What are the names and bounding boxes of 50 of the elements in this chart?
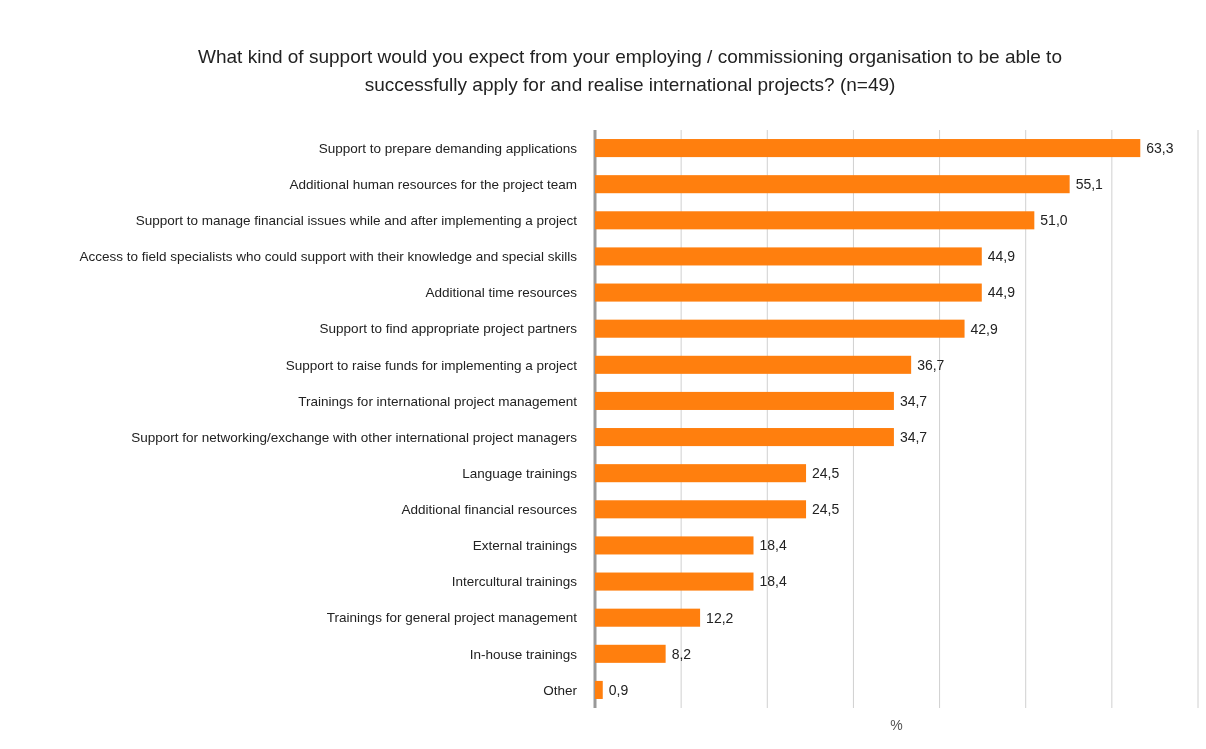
y-tick-label: In-house trainings xyxy=(469,646,578,662)
bar xyxy=(595,644,666,663)
bar xyxy=(595,428,894,447)
data-label: 44,9 xyxy=(987,248,1016,265)
data-label: 12,2 xyxy=(706,609,734,626)
y-tick-label: Access to field specialists who could support with their knowledge and special skills xyxy=(79,249,578,265)
bar xyxy=(595,608,701,627)
y-tick-label: Trainings for general project management xyxy=(326,610,578,626)
bar xyxy=(595,175,1070,194)
data-label: 8,2 xyxy=(671,645,692,662)
bar xyxy=(595,680,603,699)
y-tick-label: Support for networking/exchange with other international project managers xyxy=(131,429,578,445)
data-label: 44,9 xyxy=(987,284,1016,301)
bar xyxy=(595,283,982,302)
data-label: 34,7 xyxy=(899,392,928,409)
bar xyxy=(595,319,965,338)
data-label: 34,7 xyxy=(899,428,928,445)
data-label: 42,9 xyxy=(970,320,999,337)
y-tick-label: External trainings xyxy=(472,538,578,554)
bar xyxy=(595,247,982,266)
data-label: 18,4 xyxy=(759,537,787,554)
bar xyxy=(595,391,894,410)
y-tick-label: Support to find appropriate project partners xyxy=(319,321,578,337)
bar xyxy=(595,211,1035,230)
y-tick-label: Other xyxy=(543,682,578,698)
bar xyxy=(595,500,807,519)
bar xyxy=(595,464,807,483)
y-tick-label: Intercultural trainings xyxy=(451,574,578,590)
y-tick-label: Trainings for international project management xyxy=(298,393,578,409)
data-label: 24,5 xyxy=(812,465,840,482)
data-label: 36,7 xyxy=(917,356,945,373)
data-label: 63,3 xyxy=(1146,139,1174,156)
bar xyxy=(595,536,754,555)
data-label: 55,1 xyxy=(1075,176,1104,193)
data-label: 51,0 xyxy=(1040,212,1068,229)
chart-title: What kind of support would you expect from your employing / commissioning organisation to be able to successfully apply for and realise international projects? (n=49) xyxy=(198,46,1062,95)
y-tick-label: Additional financial resources xyxy=(401,502,578,518)
x-axis-title: % xyxy=(890,717,903,733)
y-tick-label: Additional time resources xyxy=(425,285,578,301)
bar xyxy=(595,355,912,374)
y-tick-label: Support to raise funds for implementing a project xyxy=(285,357,578,373)
data-label: 18,4 xyxy=(759,573,787,590)
data-label: 24,5 xyxy=(812,501,840,518)
y-tick-label: Language trainings xyxy=(462,465,578,481)
y-tick-label: Support to prepare demanding applications xyxy=(318,140,578,156)
y-tick-label: Support to manage financial issues while and after implementing a project xyxy=(135,213,578,229)
bar xyxy=(595,572,754,591)
data-label: 0,9 xyxy=(608,681,629,698)
y-tick-label: Additional human resources for the project team xyxy=(289,176,577,192)
bar xyxy=(595,139,1141,158)
